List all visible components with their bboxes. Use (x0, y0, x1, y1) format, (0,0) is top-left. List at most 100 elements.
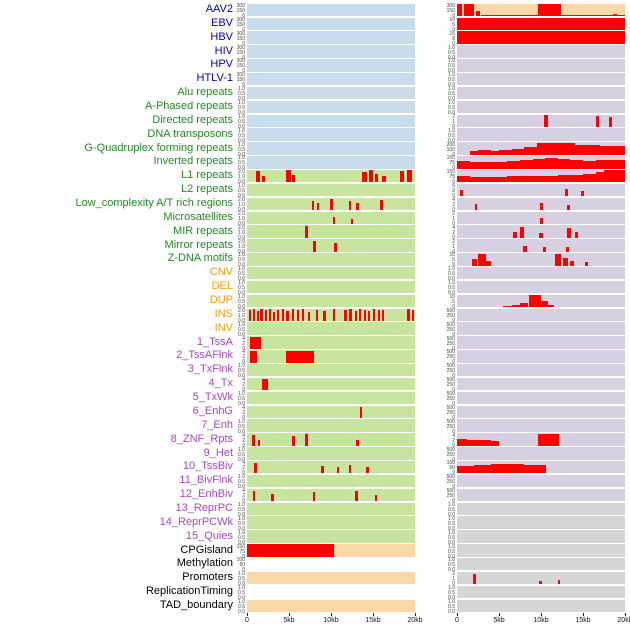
track-row: AAV2 300 150 0 300 150 0 (0, 3, 630, 19)
signal-bar (539, 580, 542, 585)
signal-bar (332, 308, 335, 321)
y-axis-tick-label: 0.5 (238, 160, 245, 167)
y-axis-tick-label: 200 (446, 141, 455, 148)
y-axis-tick-label: 4 (452, 224, 455, 231)
y-axis-tick-label: 0.0 (448, 525, 455, 532)
x-axis-left-panel: 0 5kb 10kb 15kb 20kb (245, 613, 423, 628)
y-axis-tick-label: 0.5 (238, 299, 245, 306)
y-axis-tick-label: 0.0 (238, 511, 245, 518)
left-axis-ticks: 2.0 1.0 0.0 (233, 198, 245, 213)
signal-bar (248, 309, 251, 321)
y-axis-tick-label: 0 (452, 498, 455, 505)
y-axis-tick-label: 75 (239, 548, 245, 555)
y-axis-tick-label: 1.0 (238, 202, 245, 209)
signal-bar (581, 190, 584, 197)
x-axis-tick-label: 10kb (533, 617, 549, 624)
left-axis-ticks: 1.0 0.5 0.0 (233, 114, 245, 129)
left-track-panel (247, 267, 415, 280)
track-row: HPV 300 150 0 1.0 0.5 0.0 (0, 58, 630, 74)
y-axis-tick-label: 0.0 (238, 317, 245, 324)
left-axis-ticks: 150 75 0 (233, 544, 245, 559)
y-axis-tick-label: 100 (236, 557, 245, 564)
y-axis-tick-label: 0.0 (238, 539, 245, 546)
y-axis-tick-label: 150 (236, 49, 245, 56)
y-axis-tick-label: 0.0 (238, 262, 245, 269)
y-axis-tick-label: 4 (242, 488, 245, 495)
y-axis-tick-label: 300 (236, 3, 245, 9)
left-axis-ticks: 1.0 0.5 0.0 (233, 419, 245, 434)
y-axis-tick-label: 0.5 (448, 271, 455, 278)
left-track-panel (247, 530, 415, 543)
y-axis-tick-label: 1 (452, 118, 455, 125)
y-axis-tick-label: 0.5 (448, 590, 455, 597)
y-axis-tick-label: 500 (446, 335, 455, 342)
left-axis-ticks: 1.0 0.5 0.0 (233, 364, 245, 379)
y-axis-tick-label: 1 (452, 215, 455, 222)
signal-bar (557, 174, 571, 183)
track-row: L1 repeats 2.0 1.0 0.0 150 75 0 (0, 169, 630, 185)
track-label: 14_ReprPCWk (159, 515, 233, 528)
track-label: AAV2 (205, 3, 233, 15)
signal-bar (469, 150, 478, 155)
y-axis-tick-label: 0 (452, 123, 455, 130)
y-axis-tick-label: 0.5 (238, 520, 245, 527)
left-axis-ticks: 1.0 0.5 0.0 (233, 156, 245, 172)
right-track-panel (457, 599, 625, 613)
y-axis-tick-label: 0.0 (238, 304, 245, 311)
signal-bar (286, 311, 289, 321)
y-axis-tick-label: 250 (446, 479, 455, 486)
y-axis-tick-label: 1.0 (448, 280, 455, 287)
track-label: L2 repeats (181, 183, 233, 196)
y-axis-tick-label: 4 (452, 432, 455, 439)
y-axis-tick-label: 0.0 (238, 165, 245, 172)
signal-bar (334, 243, 337, 252)
y-axis-tick-label: 0.0 (238, 137, 245, 144)
left-track-panel (247, 100, 415, 114)
right-axis-ticks: 200 100 0 (440, 141, 455, 157)
right-track-panel (457, 211, 625, 224)
left-track-panel (247, 211, 415, 224)
y-axis-tick-label: 500 (446, 488, 455, 495)
y-axis-tick-label: 0.5 (238, 105, 245, 112)
y-axis-tick-label: 0.0 (448, 567, 455, 574)
y-axis-tick-label: 2.0 (238, 210, 245, 217)
right-track-panel (457, 350, 625, 363)
track-label: 7_Enh (201, 418, 233, 431)
track-label: 4_Tx (208, 377, 233, 390)
y-axis-tick-label: 0 (242, 567, 245, 574)
y-axis-tick-label: 0.5 (238, 506, 245, 513)
y-axis-tick-label: 1.0 (448, 86, 455, 93)
y-axis-tick-label: 1.0 (448, 72, 455, 79)
right-axis-ticks: 150 75 0 (440, 156, 455, 171)
y-axis-tick-label: 0.0 (238, 290, 245, 297)
right-track-panel (457, 59, 625, 72)
x-axis-tick-label: 5kb (493, 617, 505, 624)
y-axis-tick-label: 0.5 (238, 479, 245, 486)
y-axis-tick-label: 1.0 (238, 391, 245, 398)
left-axis-ticks: 300 150 0 (233, 45, 245, 60)
track-label: A-Phased repeats (144, 100, 233, 113)
y-axis-tick-label: 2 (452, 202, 455, 209)
track-label: 15_Quies (185, 529, 233, 542)
y-axis-tick-label: 0.5 (238, 118, 245, 125)
y-axis-tick-label: 2 (452, 571, 455, 578)
y-axis-tick-label: 2 (452, 210, 455, 217)
x-axis-tick-label: 15kb (365, 617, 381, 624)
left-axis-ticks: 1.0 0.5 0.0 (233, 586, 245, 601)
y-axis-tick-label: 1.0 (448, 127, 455, 134)
right-track-panel (457, 197, 625, 211)
signal-bar (349, 309, 352, 321)
signal-bar (507, 176, 520, 183)
signal-bar (557, 579, 561, 585)
track-label: 12_EnhBiv (179, 488, 233, 501)
track-label: Microsatellites (163, 210, 233, 223)
y-axis-tick-label: 0 (242, 414, 245, 421)
left-track-panel (247, 308, 415, 321)
y-axis-tick-label: 0.5 (238, 285, 245, 292)
y-axis-tick-label: 300 (236, 58, 245, 65)
signal-bar (336, 467, 340, 474)
y-axis-tick-label: 250 (446, 409, 455, 416)
